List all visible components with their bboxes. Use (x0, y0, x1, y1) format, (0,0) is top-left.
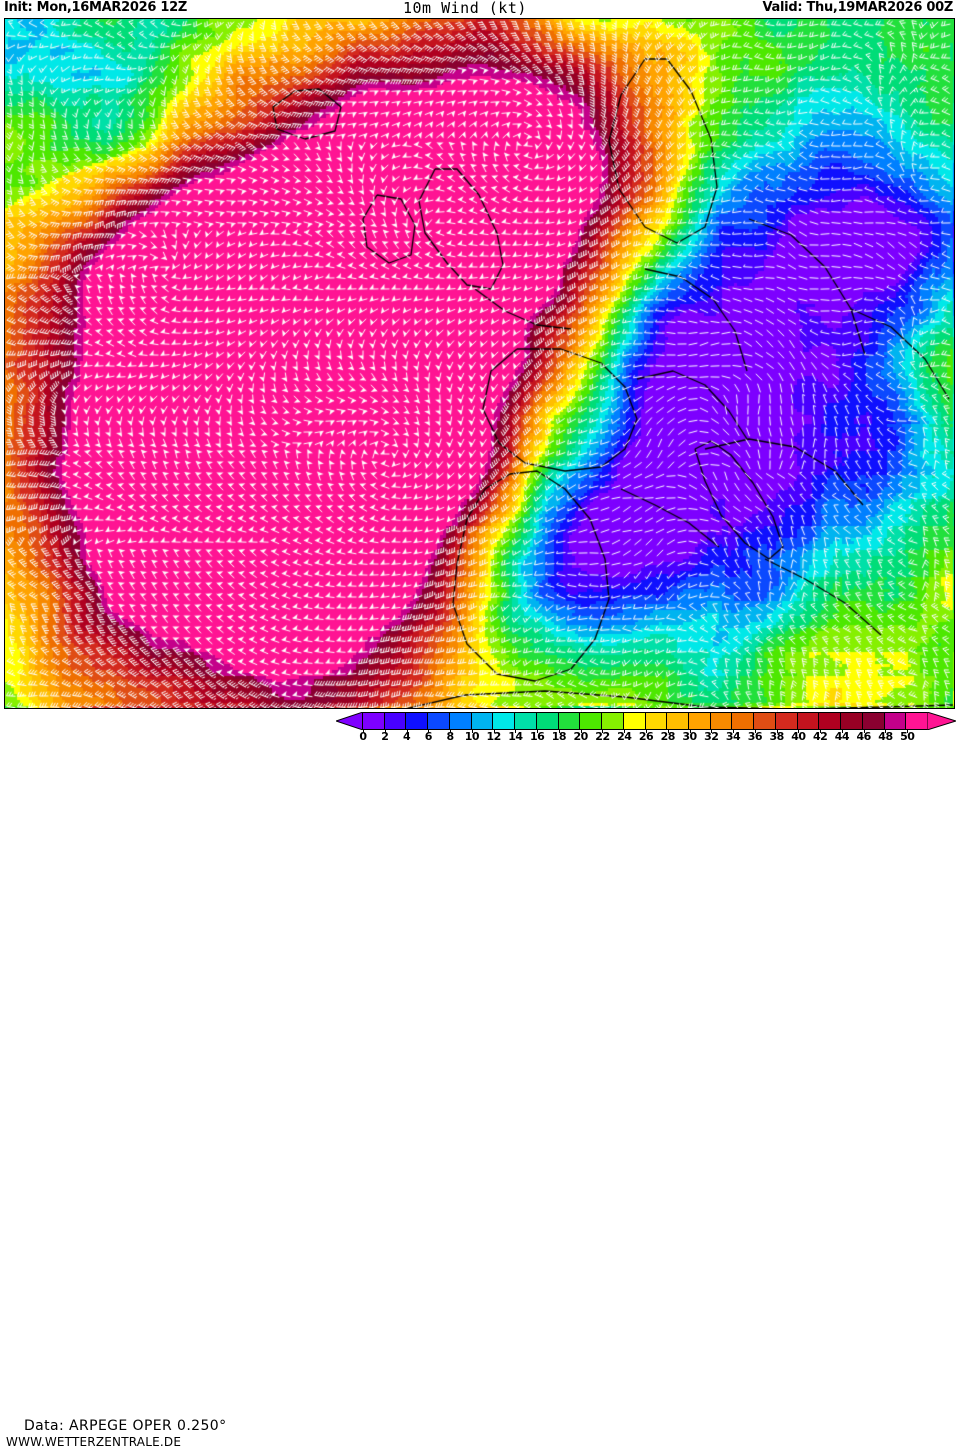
colorbar-tick (841, 729, 843, 733)
colorbar-tick-label: 34 (725, 730, 741, 743)
colorbar-band-22 (841, 713, 863, 729)
colorbar-tick (515, 729, 517, 733)
colorbar-tick-label: 16 (529, 730, 545, 743)
colorbar-band-4 (449, 713, 472, 729)
colorbar-under-arrow-icon (336, 712, 363, 730)
colorbar-band-7 (515, 713, 537, 729)
colorbar-tick-label: 10 (464, 730, 480, 743)
page-title: 10m Wind (kt) (403, 0, 527, 17)
colorbar-tick-label: 38 (769, 730, 784, 743)
colorbar-tick (471, 729, 473, 733)
colorbar-band-3 (428, 713, 450, 729)
colorbar-band-0 (363, 713, 385, 729)
colorbar-tick-label: 36 (747, 730, 763, 743)
colorbar-tick-label: 26 (638, 730, 654, 743)
colorbar-tick (406, 729, 408, 733)
data-source-label: Data: ARPEGE OPER 0.250° (24, 1418, 227, 1434)
colorbar-tick (711, 729, 713, 733)
colorbar-tick-label: 50 (900, 730, 915, 743)
colorbar-tick (428, 729, 430, 733)
colorbar-tick-label: 24 (617, 730, 632, 743)
colorbar-tick (363, 729, 364, 733)
colorbar-tick (885, 729, 887, 733)
colorbar-tick-label: 6 (424, 730, 433, 743)
colorbar-tick-label: 12 (486, 730, 501, 743)
colorbar-tick-labels: 0 2 4 6 8 10 12 14 16 18 20 22 24 26 28 30 32 34 36 38 40 42 4… (336, 730, 956, 743)
colorbar-tick (798, 729, 800, 733)
colorbar-tick (624, 729, 626, 733)
colorbar-tick (863, 729, 865, 733)
colorbar-band-19 (775, 713, 798, 729)
colorbar-band-5 (471, 713, 494, 729)
colorbar-tick (602, 729, 604, 733)
colorbar-band-16 (710, 713, 733, 729)
colorbar-tick-label: 14 (508, 730, 523, 743)
colorbar-tick-label: 42 (812, 730, 828, 743)
colorbar-tick (537, 729, 539, 733)
colorbar-band-25 (906, 713, 928, 729)
website-label: WWW.WETTERZENTRALE.DE (6, 1435, 182, 1449)
colorbar-gradient (362, 712, 928, 730)
colorbar-tick-label: 32 (704, 730, 719, 743)
chart-header: Init: Mon,16MAR2026 12Z 10m Wind (kt) Va… (0, 0, 959, 18)
colorbar-tick-label: 2 (381, 730, 389, 743)
colorbar-tick-label: 0 (359, 730, 367, 743)
wind-field-canvas (5, 19, 954, 708)
colorbar-tick (450, 729, 452, 733)
colorbar-tick (907, 729, 909, 733)
colorbar-band-20 (797, 713, 820, 729)
colorbar-tick-label: 28 (660, 730, 676, 743)
colorbar-tick-label: 44 (834, 730, 850, 743)
colorbar-tick-label: 18 (551, 730, 567, 743)
init-time-label: Init: Mon,16MAR2026 12Z (4, 0, 187, 15)
colorbar-band-9 (558, 713, 581, 729)
colorbar-tick-label: 46 (856, 730, 872, 743)
colorbar-band-2 (406, 713, 429, 729)
colorbar-band-12 (623, 713, 646, 729)
colorbar-over-arrow-icon (927, 712, 956, 730)
colorbar-band-18 (754, 713, 776, 729)
colorbar-tick-label: 20 (573, 730, 589, 743)
colorbar-band-24 (884, 713, 907, 729)
colorbar-band-10 (580, 713, 603, 729)
colorbar-band-14 (667, 713, 690, 729)
wind-speed-map[interactable] (4, 18, 955, 709)
colorbar-legend: 0 2 4 6 8 10 12 14 16 18 20 22 24 26 28 30 32 34 36 38 40 42 4… (336, 712, 956, 743)
colorbar-band-17 (732, 713, 755, 729)
colorbar-band-1 (384, 713, 407, 729)
colorbar-tick-label: 8 (446, 730, 454, 743)
colorbar-tick (754, 729, 756, 733)
colorbar-tick (493, 729, 495, 733)
colorbar-tick-label: 30 (682, 730, 697, 743)
colorbar-band-8 (536, 713, 559, 729)
colorbar-tick (580, 729, 582, 733)
colorbar-band-6 (493, 713, 516, 729)
colorbar-band-13 (645, 713, 668, 729)
colorbar-tick-label: 22 (595, 730, 610, 743)
colorbar-tick (667, 729, 669, 733)
colorbar-band-21 (819, 713, 842, 729)
colorbar-tick-label: 4 (402, 730, 411, 743)
colorbar-tick (646, 729, 647, 733)
colorbar-tick (384, 729, 386, 733)
valid-time-label: Valid: Thu,19MAR2026 00Z (762, 0, 953, 15)
colorbar-band-15 (689, 713, 711, 729)
colorbar-tick (776, 729, 778, 733)
colorbar-band-23 (862, 713, 885, 729)
colorbar-ticks (336, 729, 956, 740)
colorbar-tick (733, 729, 735, 733)
colorbar-tick-label: 48 (878, 730, 893, 743)
colorbar-tick (820, 729, 822, 733)
colorbar-band-11 (602, 713, 624, 729)
colorbar-tick (689, 729, 691, 733)
colorbar-tick-label: 40 (791, 730, 806, 743)
colorbar-tick (558, 729, 560, 733)
